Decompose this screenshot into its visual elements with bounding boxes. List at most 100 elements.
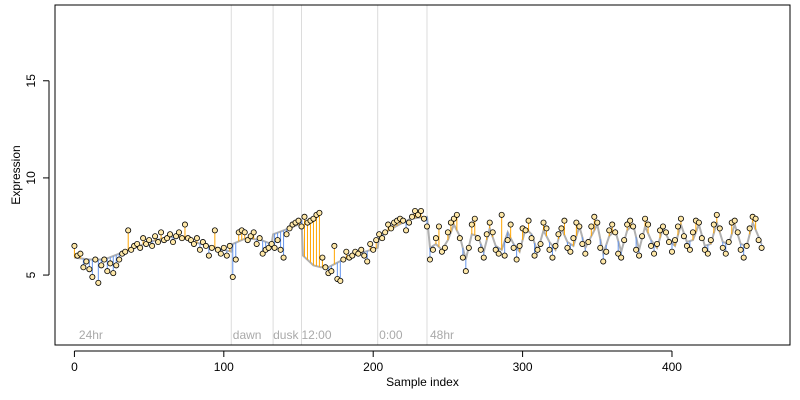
data-point bbox=[241, 229, 248, 236]
data-point bbox=[525, 217, 532, 224]
data-point bbox=[624, 221, 631, 228]
data-point bbox=[274, 237, 281, 244]
data-point bbox=[265, 244, 272, 251]
data-point bbox=[465, 244, 472, 251]
data-point bbox=[707, 237, 714, 244]
data-point bbox=[567, 248, 574, 255]
data-point bbox=[271, 244, 278, 251]
data-point bbox=[229, 273, 236, 280]
data-point bbox=[376, 231, 383, 238]
data-point bbox=[83, 258, 90, 265]
y-tick-label: 10 bbox=[24, 171, 38, 185]
data-point bbox=[737, 246, 744, 253]
data-point bbox=[459, 254, 466, 261]
phase-label: 24hr bbox=[79, 328, 103, 342]
data-point bbox=[355, 250, 362, 257]
data-point bbox=[534, 246, 541, 253]
data-point bbox=[211, 227, 218, 234]
data-point bbox=[480, 254, 487, 261]
data-point bbox=[645, 221, 652, 228]
data-point bbox=[140, 235, 147, 242]
data-point bbox=[280, 254, 287, 261]
data-point bbox=[337, 277, 344, 284]
data-point bbox=[170, 239, 177, 246]
residual-segments bbox=[73, 210, 763, 283]
data-point bbox=[695, 219, 702, 226]
data-point bbox=[429, 246, 436, 253]
data-point bbox=[86, 266, 93, 273]
data-point bbox=[277, 246, 284, 253]
data-point bbox=[660, 223, 667, 230]
data-point bbox=[570, 235, 577, 242]
data-point bbox=[543, 225, 550, 232]
data-point bbox=[651, 250, 658, 257]
data-point bbox=[373, 237, 380, 244]
data-point bbox=[110, 270, 117, 277]
data-point bbox=[322, 264, 329, 271]
data-point bbox=[648, 242, 655, 249]
data-point bbox=[564, 244, 571, 251]
data-point bbox=[412, 207, 419, 214]
x-axis: 0 100 200 300 400 bbox=[71, 350, 682, 374]
data-points bbox=[71, 207, 765, 286]
data-point bbox=[128, 246, 135, 253]
data-point bbox=[474, 235, 481, 242]
data-point bbox=[146, 237, 153, 244]
data-point bbox=[507, 221, 514, 228]
data-point bbox=[217, 250, 224, 257]
data-point bbox=[722, 250, 729, 257]
data-point bbox=[358, 246, 365, 253]
data-point bbox=[220, 244, 227, 251]
data-point bbox=[758, 244, 765, 251]
phase-labels: 24hr dawn dusk 12:00 0:00 48hr bbox=[79, 328, 454, 342]
data-point bbox=[316, 209, 323, 216]
data-point bbox=[528, 235, 535, 242]
data-point bbox=[256, 235, 263, 242]
data-point bbox=[591, 213, 598, 220]
data-point bbox=[549, 254, 556, 261]
plot-frame bbox=[54, 4, 791, 346]
data-point bbox=[540, 219, 547, 226]
data-point bbox=[340, 256, 347, 263]
data-point bbox=[226, 242, 233, 249]
data-point bbox=[298, 223, 305, 230]
data-point bbox=[80, 264, 87, 271]
data-point bbox=[164, 235, 171, 242]
data-point bbox=[657, 227, 664, 234]
phase-label: dawn bbox=[233, 328, 262, 342]
data-point bbox=[597, 244, 604, 251]
data-point bbox=[689, 229, 696, 236]
data-point bbox=[196, 246, 203, 253]
data-point bbox=[158, 229, 165, 236]
y-tick-label: 5 bbox=[24, 271, 38, 278]
data-point bbox=[441, 244, 448, 251]
data-point bbox=[418, 207, 425, 214]
data-point bbox=[633, 246, 640, 253]
data-point bbox=[698, 235, 705, 242]
data-point bbox=[173, 233, 180, 240]
data-point bbox=[167, 231, 174, 238]
phase-label: 48hr bbox=[430, 328, 454, 342]
data-point bbox=[719, 244, 726, 251]
data-point bbox=[701, 246, 708, 253]
data-point bbox=[665, 239, 672, 246]
data-point bbox=[382, 229, 389, 236]
data-point bbox=[92, 256, 99, 263]
x-tick-label: 200 bbox=[363, 360, 383, 374]
data-point bbox=[462, 268, 469, 275]
data-point bbox=[600, 258, 607, 265]
data-point bbox=[740, 254, 747, 261]
data-point bbox=[606, 227, 613, 234]
data-point bbox=[232, 256, 239, 263]
data-point bbox=[516, 242, 523, 249]
data-point bbox=[178, 235, 185, 242]
data-point bbox=[328, 268, 335, 275]
data-point bbox=[247, 233, 254, 240]
data-point bbox=[283, 231, 290, 238]
data-point bbox=[426, 256, 433, 263]
data-point bbox=[552, 242, 559, 249]
data-point bbox=[636, 252, 643, 259]
data-point bbox=[101, 256, 108, 263]
data-point bbox=[190, 240, 197, 247]
data-point bbox=[364, 258, 371, 265]
